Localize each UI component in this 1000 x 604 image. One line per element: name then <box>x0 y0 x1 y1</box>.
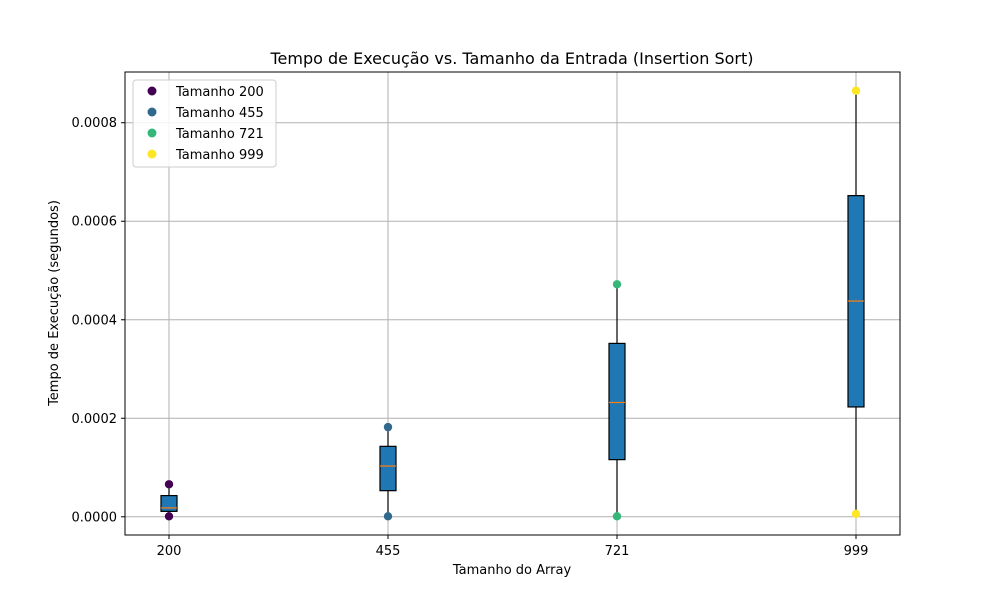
data-point-455 <box>383 422 393 432</box>
data-point-999 <box>851 86 861 95</box>
legend-label: Tamanho 721 <box>175 127 264 142</box>
y-tick-label: 0.0008 <box>72 116 118 131</box>
box-plot-455 <box>379 426 397 518</box>
box-plot-200 <box>160 483 178 518</box>
legend-label: Tamanho 200 <box>175 85 264 100</box>
y-tick-label: 0.0002 <box>72 412 118 427</box>
x-axis-label: Tamanho do Array <box>452 563 572 578</box>
y-tick-label: 0.0000 <box>72 510 118 525</box>
legend-marker <box>147 149 157 159</box>
boxes-layer <box>160 90 865 518</box>
box-body <box>379 445 397 492</box>
x-tick-label: 200 <box>157 544 182 559</box>
data-point-455 <box>383 512 393 521</box>
legend-label: Tamanho 999 <box>175 148 264 163</box>
data-point-200 <box>164 512 174 521</box>
x-tick-label: 999 <box>844 544 869 559</box>
legend-marker <box>147 128 157 138</box>
data-point-721 <box>612 280 622 289</box>
legend-label: Tamanho 455 <box>175 106 264 121</box>
data-point-200 <box>164 480 174 489</box>
box-plot-999 <box>847 90 865 515</box>
y-axis-label: Tempo de Execução (segundos) <box>47 200 62 407</box>
data-point-999 <box>851 509 861 519</box>
plot-frame <box>124 71 901 536</box>
y-tick-label: 0.0006 <box>72 215 118 230</box>
legend: Tamanho 200 Tamanho 455 Tamanho 721 Tamanho… <box>132 79 277 168</box>
box-plot-721 <box>608 283 626 518</box>
x-tick-label: 455 <box>376 544 401 559</box>
legend-marker <box>147 107 157 117</box>
ticks-layer: 0.0000 0.0002 0.0004 0.0006 0.0008 200 455 721 9… <box>72 116 869 559</box>
legend-marker <box>147 86 157 96</box>
x-tick-label: 721 <box>605 544 630 559</box>
legend-frame <box>132 79 277 168</box>
chart-title: Tempo de Execução vs. Tamanho da Entrada… <box>269 49 753 68</box>
box-body <box>160 494 178 512</box>
box-body <box>608 342 626 461</box>
points-layer <box>164 86 861 521</box>
data-point-721 <box>612 512 622 521</box>
y-tick-label: 0.0004 <box>72 313 118 328</box>
